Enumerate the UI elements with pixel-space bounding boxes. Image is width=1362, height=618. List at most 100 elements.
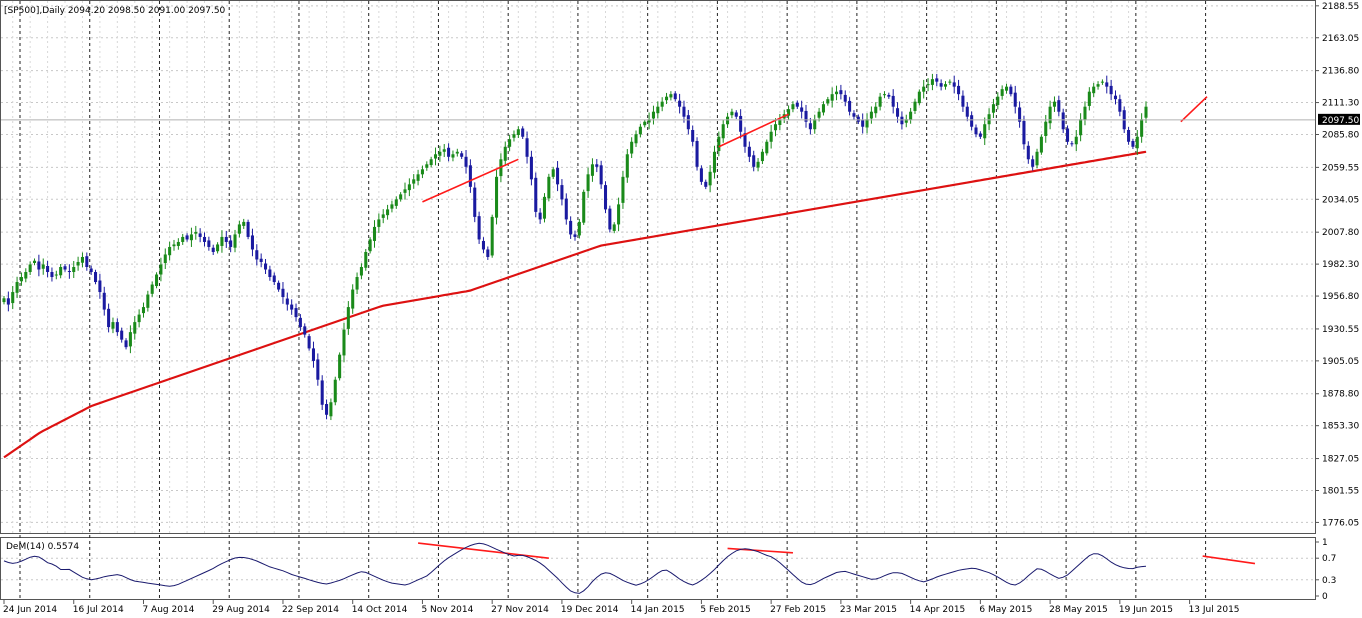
candle bbox=[843, 90, 847, 107]
candle bbox=[185, 233, 189, 242]
candle bbox=[98, 273, 102, 299]
candle bbox=[712, 145, 717, 179]
symbol-header: [SP500],Daily 2094.20 2098.50 2091.00 20… bbox=[4, 6, 226, 16]
candle bbox=[1070, 141, 1074, 147]
candle bbox=[202, 232, 207, 247]
x-tick-label: 19 Dec 2014 bbox=[561, 605, 619, 615]
candle bbox=[381, 209, 385, 224]
candle bbox=[542, 193, 547, 223]
candle bbox=[569, 216, 573, 239]
candle bbox=[1004, 83, 1009, 94]
candle bbox=[978, 131, 982, 140]
candle bbox=[1018, 101, 1022, 128]
x-tick-label: 7 Aug 2014 bbox=[142, 605, 194, 615]
candle bbox=[442, 144, 446, 158]
candle bbox=[359, 263, 363, 280]
candle bbox=[342, 322, 346, 363]
candle bbox=[913, 98, 917, 114]
candle bbox=[303, 323, 307, 338]
candle bbox=[778, 113, 782, 131]
candle bbox=[682, 100, 686, 123]
candle bbox=[477, 211, 481, 244]
candle bbox=[926, 78, 930, 92]
candle bbox=[1100, 79, 1104, 85]
y-tick-label: 2111.30 bbox=[1322, 99, 1359, 109]
candle bbox=[124, 338, 128, 350]
candle bbox=[1079, 113, 1083, 142]
candle bbox=[935, 73, 939, 87]
y-tick-label: 1776.05 bbox=[1322, 518, 1359, 528]
indicator-trend-line bbox=[417, 542, 549, 559]
candle bbox=[394, 196, 398, 209]
candle bbox=[120, 327, 124, 343]
candle bbox=[643, 119, 647, 128]
candle bbox=[961, 90, 965, 112]
x-tick-label: 29 Aug 2014 bbox=[212, 605, 270, 615]
indicator-grid bbox=[1, 557, 1315, 581]
candle bbox=[464, 150, 468, 174]
candle bbox=[128, 325, 132, 354]
candle bbox=[957, 79, 961, 101]
candle bbox=[1074, 129, 1078, 152]
candle bbox=[730, 108, 734, 119]
candle bbox=[896, 102, 900, 123]
candle bbox=[795, 100, 799, 109]
candle bbox=[996, 92, 1000, 110]
candle bbox=[538, 208, 542, 224]
candle bbox=[804, 104, 808, 128]
candle bbox=[216, 242, 220, 254]
candle bbox=[525, 131, 529, 164]
x-tick-label: 14 Jan 2015 bbox=[631, 605, 685, 615]
y-tick-label: 2034.05 bbox=[1322, 195, 1359, 205]
ind-y-tick-label: 0 bbox=[1322, 592, 1328, 602]
candle bbox=[224, 230, 228, 248]
moving-average-layer bbox=[3, 150, 1147, 459]
candle bbox=[573, 230, 577, 241]
candle bbox=[194, 225, 198, 240]
candle bbox=[486, 246, 490, 260]
candle bbox=[211, 244, 215, 255]
candle bbox=[32, 258, 37, 266]
indicator-header: DeM(14) 0.5574 bbox=[6, 542, 79, 552]
candle bbox=[355, 272, 359, 295]
candle bbox=[529, 150, 533, 186]
candle bbox=[773, 118, 778, 137]
candle bbox=[630, 137, 634, 159]
candle bbox=[564, 193, 568, 225]
candle bbox=[673, 91, 677, 102]
candle bbox=[429, 157, 433, 168]
candle bbox=[67, 264, 71, 279]
candle bbox=[721, 119, 725, 143]
candle bbox=[141, 302, 146, 318]
candle bbox=[320, 375, 324, 411]
indicator-frame bbox=[0, 537, 1316, 600]
candle bbox=[717, 131, 721, 157]
candle bbox=[316, 353, 320, 386]
candle bbox=[608, 205, 612, 233]
candle bbox=[481, 237, 485, 254]
candle bbox=[368, 237, 372, 254]
candle bbox=[172, 239, 176, 251]
candle bbox=[473, 182, 477, 223]
candle bbox=[1113, 90, 1118, 105]
candle bbox=[599, 160, 603, 189]
candle bbox=[1009, 84, 1013, 97]
candle bbox=[233, 229, 237, 253]
candle bbox=[159, 257, 163, 282]
candle bbox=[294, 303, 298, 322]
candle bbox=[660, 97, 664, 112]
candle bbox=[298, 314, 302, 331]
candle bbox=[817, 107, 821, 122]
candle bbox=[272, 272, 276, 286]
y-tick-label: 1853.30 bbox=[1322, 422, 1359, 432]
y-tick-label: 2136.80 bbox=[1322, 67, 1359, 77]
x-tick-label: 27 Feb 2015 bbox=[770, 605, 826, 615]
candle bbox=[830, 87, 834, 108]
candle bbox=[237, 220, 241, 238]
candle bbox=[904, 114, 908, 128]
x-tick-label: 24 Jun 2014 bbox=[3, 605, 57, 615]
candle bbox=[612, 222, 616, 234]
candle bbox=[900, 111, 904, 130]
candle bbox=[1061, 108, 1065, 133]
candle bbox=[756, 158, 760, 172]
